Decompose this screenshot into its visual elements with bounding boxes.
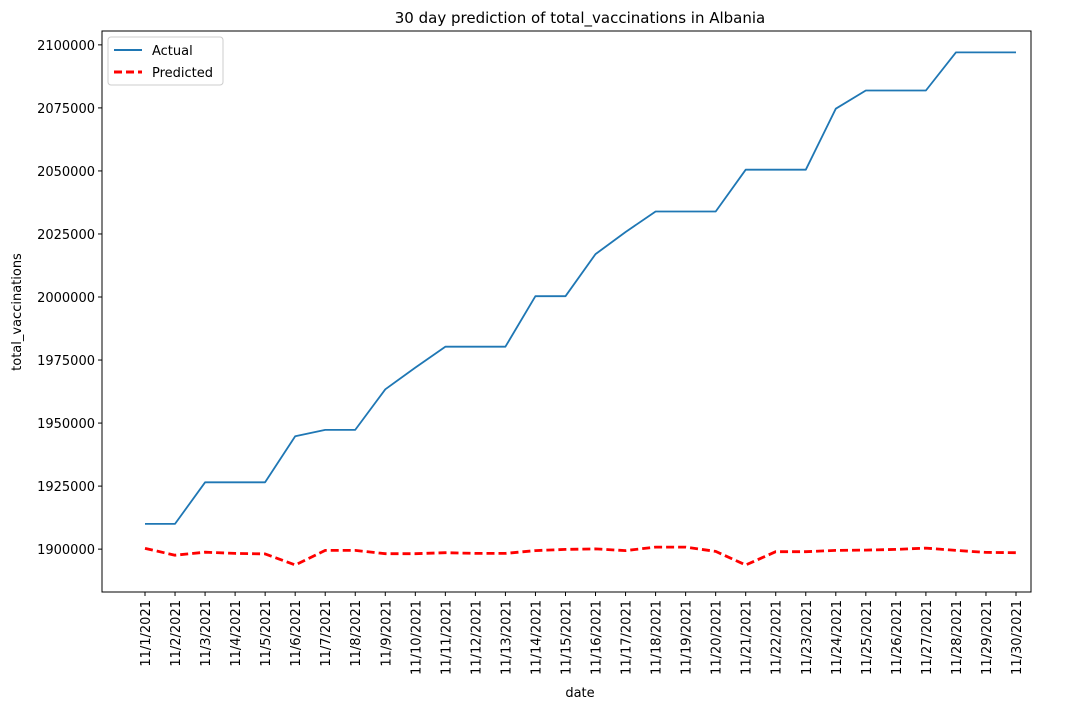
- x-tick-label: 11/4/2021: [229, 600, 244, 667]
- legend-label-actual: Actual: [152, 44, 193, 59]
- x-tick-label: 11/13/2021: [499, 600, 514, 675]
- legend-label-predicted: Predicted: [152, 66, 213, 81]
- series-line-actual: [145, 51, 1016, 525]
- x-tick-label: 11/6/2021: [289, 600, 304, 667]
- y-tick-label: 2100000: [37, 39, 95, 54]
- x-tick-label: 11/19/2021: [680, 600, 695, 675]
- y-axis-title: total_vaccinations: [10, 253, 25, 371]
- x-tick-label: 11/22/2021: [770, 600, 785, 675]
- x-tick-label: 11/26/2021: [890, 600, 905, 675]
- x-tick-label: 11/3/2021: [199, 600, 214, 667]
- y-tick-label: 2000000: [37, 291, 95, 306]
- y-tick-label: 1925000: [37, 480, 95, 495]
- plot-area: [101, 30, 1032, 593]
- x-tick-label: 11/2/2021: [169, 600, 184, 667]
- x-tick-label: 11/7/2021: [319, 600, 334, 667]
- series-layer: [144, 51, 1017, 567]
- x-tick-label: 11/29/2021: [980, 600, 995, 675]
- x-tick-label: 11/11/2021: [439, 600, 454, 675]
- y-tick-label: 1950000: [37, 417, 95, 432]
- x-tick-label: 11/28/2021: [950, 600, 965, 675]
- y-axis: 1900000 1925000 1950000 1975000 2000000 20250…: [37, 39, 102, 558]
- y-tick-label: 1900000: [37, 543, 95, 558]
- y-tick-label: 2075000: [37, 102, 95, 117]
- chart-title: 30 day prediction of total_vaccinations …: [395, 9, 765, 28]
- x-tick-label: 11/27/2021: [920, 600, 935, 675]
- x-tick-label: 11/8/2021: [349, 600, 364, 667]
- x-tick-label: 11/1/2021: [139, 600, 154, 667]
- y-tick-label: 2050000: [37, 165, 95, 180]
- x-tick-label: 11/24/2021: [830, 600, 845, 675]
- x-tick-label: 11/14/2021: [529, 600, 544, 675]
- legend: Actual Predicted: [107, 36, 224, 86]
- x-tick-label: 11/30/2021: [1010, 600, 1025, 675]
- x-tick-label: 11/17/2021: [620, 600, 635, 675]
- x-tick-label: 11/21/2021: [740, 600, 755, 675]
- x-tick-label: 11/16/2021: [590, 600, 605, 675]
- x-tick-label: 11/20/2021: [710, 600, 725, 675]
- x-axis: 11/1/2021 11/2/2021 11/3/2021 11/4/2021 11/5…: [139, 592, 1025, 675]
- x-tick-label: 11/5/2021: [259, 600, 274, 667]
- x-tick-label: 11/23/2021: [800, 600, 815, 675]
- x-tick-label: 11/15/2021: [559, 600, 574, 675]
- y-tick-label: 2025000: [37, 228, 95, 243]
- x-tick-label: 11/12/2021: [469, 600, 484, 675]
- x-tick-label: 11/18/2021: [650, 600, 665, 675]
- x-axis-title: date: [565, 686, 594, 701]
- x-tick-label: 11/10/2021: [409, 600, 424, 675]
- x-tick-label: 11/25/2021: [860, 600, 875, 675]
- series-line-predicted: [144, 545, 1017, 567]
- x-tick-label: 11/9/2021: [379, 600, 394, 667]
- y-tick-label: 1975000: [37, 354, 95, 369]
